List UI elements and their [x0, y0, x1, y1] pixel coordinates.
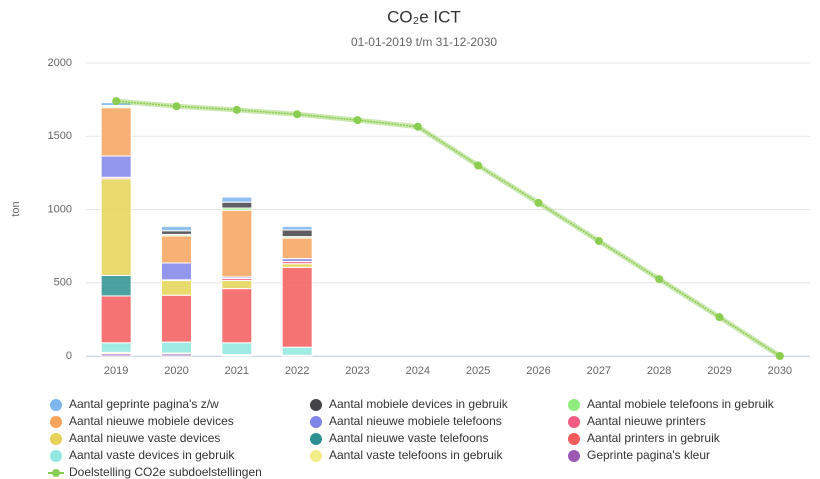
line-marker: [413, 122, 422, 131]
legend-marker: [310, 450, 322, 462]
y-tick-label: 2000: [48, 57, 72, 69]
legend-label: Aantal mobiele telefoons in gebruik: [587, 397, 775, 411]
bar-segment: [100, 155, 132, 178]
bar-segment: [281, 229, 313, 238]
legend-label: Aantal nieuwe vaste telefoons: [329, 431, 488, 445]
line-marker: [112, 97, 121, 106]
chart-title: CO₂e ICT: [387, 7, 461, 26]
x-tick-label: 2025: [466, 365, 490, 377]
legend-marker: [310, 399, 322, 411]
x-tick-label: 2020: [164, 365, 188, 377]
x-tick-label: 2028: [647, 365, 671, 377]
line-marker: [172, 102, 181, 111]
bar-segment: [221, 342, 253, 356]
legend-item[interactable]: Aantal nieuwe mobiele devices: [50, 414, 234, 428]
x-tick-label: 2019: [104, 365, 128, 377]
bar-segment: [100, 107, 132, 157]
legend-marker: [568, 399, 580, 411]
line-marker: [655, 275, 664, 284]
bar-segment: [221, 288, 253, 344]
line-marker: [232, 105, 241, 114]
bar-segment: [281, 237, 313, 260]
bar-segment: [221, 201, 253, 209]
legend-marker: [568, 433, 580, 445]
bar-segment: [100, 342, 132, 353]
bar-segment: [161, 262, 192, 281]
y-tick-label: 1000: [48, 203, 72, 215]
x-tick-label: 2021: [225, 365, 249, 377]
bar-segment: [161, 341, 192, 354]
line-band: [115, 98, 782, 359]
x-tick-label: 2022: [285, 365, 309, 377]
x-tick-label: 2029: [707, 365, 731, 377]
bar-segment: [281, 225, 313, 231]
line: [116, 100, 781, 357]
legend-label: Aantal mobiele devices in gebruik: [329, 397, 509, 411]
line-marker: [474, 161, 483, 170]
bar-segment: [161, 230, 192, 235]
y-tick-label: 0: [66, 350, 72, 362]
bar-segment: [281, 346, 313, 356]
legend-item[interactable]: Aantal nieuwe printers: [568, 414, 706, 428]
legend-label: Aantal nieuwe mobiele devices: [69, 414, 234, 428]
legend-item[interactable]: Aantal nieuwe mobiele telefoons: [310, 414, 502, 428]
legend-item[interactable]: Aantal nieuwe vaste telefoons: [310, 431, 488, 445]
bar-segment: [221, 209, 253, 278]
line-marker: [534, 198, 543, 207]
bar-segment: [161, 294, 192, 343]
legend-label: Aantal printers in gebruik: [587, 431, 721, 445]
bar-segment: [100, 295, 132, 344]
x-tick-label: 2026: [526, 365, 550, 377]
y-tick-label: 1500: [48, 130, 72, 142]
bar-segment: [100, 274, 132, 297]
x-tick-label: 2030: [768, 365, 792, 377]
legend-label: Aantal nieuwe mobiele telefoons: [329, 414, 502, 428]
legend-marker: [310, 433, 322, 445]
legend-item[interactable]: Aantal vaste devices in gebruik: [50, 448, 235, 462]
legend-item[interactable]: Aantal geprinte pagina's z/w: [50, 397, 219, 411]
legend-marker: [50, 433, 62, 445]
line-marker: [293, 110, 302, 119]
line-marker: [715, 313, 724, 322]
legend-label: Aantal geprinte pagina's z/w: [69, 397, 219, 411]
x-tick-label: 2027: [587, 365, 611, 377]
legend-marker: [50, 450, 62, 462]
legend-label: Aantal nieuwe vaste devices: [69, 431, 220, 445]
line-marker: [594, 236, 603, 245]
legend-marker: [568, 416, 580, 428]
legend-marker: [50, 416, 62, 428]
x-tick-label: 2024: [406, 365, 430, 377]
bar-segment: [221, 280, 253, 290]
y-tick-label: 500: [54, 277, 72, 289]
legend-marker: [52, 469, 60, 477]
bar-segment: [161, 225, 192, 232]
legend-marker: [50, 399, 62, 411]
legend-label: Aantal nieuwe printers: [587, 414, 706, 428]
chart-subtitle: 01-01-2019 t/m 31-12-2030: [351, 35, 497, 49]
bar-segment: [221, 196, 253, 203]
bar-segment: [100, 178, 132, 276]
legend-item[interactable]: Doelstelling CO2e subdoelstellingen: [48, 465, 262, 479]
legend-item[interactable]: Aantal vaste telefoons in gebruik: [310, 448, 503, 462]
legend-item[interactable]: Aantal mobiele telefoons in gebruik: [568, 397, 775, 411]
bar-segment: [161, 280, 192, 296]
legend-label: Geprinte pagina's kleur: [587, 448, 710, 462]
legend-label: Aantal vaste devices in gebruik: [69, 448, 235, 462]
bar-segment: [161, 235, 192, 264]
legend-item[interactable]: Aantal mobiele devices in gebruik: [310, 397, 509, 411]
legend-label: Aantal vaste telefoons in gebruik: [329, 448, 503, 462]
legend-marker: [568, 450, 580, 462]
legend-item[interactable]: Aantal nieuwe vaste devices: [50, 431, 220, 445]
x-tick-label: 2023: [345, 365, 369, 377]
bar-segment: [281, 266, 313, 348]
bar-segment: [281, 263, 313, 268]
legend-item[interactable]: Geprinte pagina's kleur: [568, 448, 710, 462]
line-marker: [775, 352, 784, 360]
legend-item[interactable]: Aantal printers in gebruik: [568, 431, 721, 445]
legend-marker: [310, 416, 322, 428]
y-axis-label: ton: [10, 201, 22, 216]
line-marker: [353, 116, 362, 125]
legend-label: Doelstelling CO2e subdoelstellingen: [69, 465, 262, 479]
